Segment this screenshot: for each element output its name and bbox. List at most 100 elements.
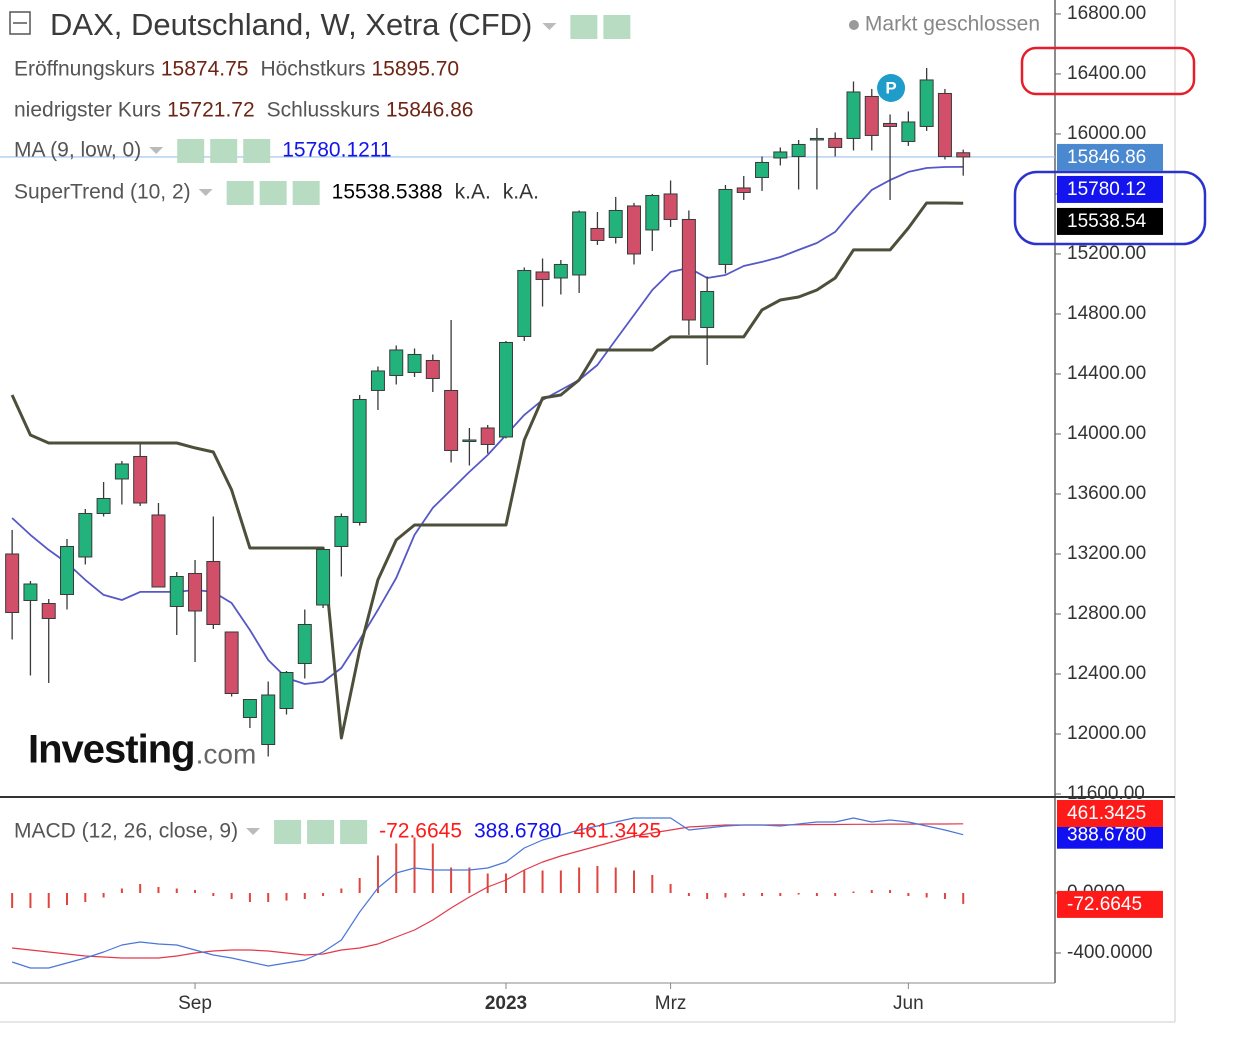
histogram-bar: [84, 893, 87, 902]
histogram-bar: [450, 867, 453, 893]
dropdown-arrow[interactable]: [542, 23, 557, 30]
candle-body: [78, 512, 93, 558]
settings-icon[interactable]: [243, 139, 271, 163]
histogram-bar: [175, 888, 178, 893]
dropdown-arrow[interactable]: [149, 147, 164, 154]
candle-body: [901, 121, 916, 142]
badge: [877, 74, 906, 102]
dropdown-arrow[interactable]: [246, 828, 261, 835]
histogram-bar: [559, 870, 562, 893]
candle-body: [755, 161, 770, 178]
candle-body: [389, 349, 404, 376]
candle-body: [736, 187, 751, 193]
legend-label: Eröffnungskurs: [14, 58, 155, 81]
settings-icon[interactable]: [274, 820, 302, 844]
chart-title: DAX, Deutschland, W, Xetra (CFD): [50, 7, 532, 42]
candle-body: [133, 455, 148, 504]
y-tick-label: 12000.00: [1067, 723, 1146, 744]
y-tick-label: 11600.00: [1067, 783, 1145, 804]
histogram-bar: [322, 893, 325, 896]
settings-icon[interactable]: [292, 181, 320, 205]
settings-icon[interactable]: [307, 820, 335, 844]
price-label-box: [1057, 175, 1163, 203]
macd-label-box: [1057, 800, 1163, 827]
histogram-bar: [633, 870, 636, 893]
settings-icon[interactable]: [226, 181, 254, 205]
dropdown-arrow[interactable]: [198, 189, 213, 196]
macd-label: 461.3425: [1067, 803, 1146, 824]
legend-value: 15721.72: [167, 99, 255, 122]
x-tick-label: Mrz: [655, 993, 687, 1014]
candle-body: [23, 583, 38, 601]
price-label-box: [1057, 207, 1163, 235]
legend-value: 15780.1211: [282, 139, 391, 162]
candle-body: [937, 92, 952, 157]
candle-body: [41, 602, 56, 619]
legend-value: k.A.: [455, 181, 491, 204]
collapse-icon[interactable]: [9, 11, 31, 35]
legend-entry: MA (9, low, 0): [14, 139, 141, 162]
price-label: 15780.12: [1067, 179, 1146, 200]
candle-body: [663, 193, 678, 220]
histogram-bar: [943, 893, 946, 899]
y-tick-label: 14800.00: [1067, 303, 1146, 324]
candle-body: [645, 194, 660, 231]
candle-body: [279, 671, 294, 709]
histogram-bar: [541, 870, 544, 893]
candle-body: [114, 463, 129, 480]
candle-body: [956, 152, 971, 158]
watermark-suffix: .com: [196, 738, 257, 769]
settings-icon[interactable]: [210, 139, 238, 163]
histogram-bar: [486, 873, 489, 893]
legend-value: 461.3425: [574, 820, 662, 843]
price-label-box: [1057, 143, 1163, 171]
candle-body: [242, 698, 257, 718]
histogram-bar: [669, 884, 672, 893]
candle-body: [498, 341, 513, 438]
histogram-bar: [303, 893, 306, 899]
histogram-bar: [724, 893, 727, 898]
highlight-blue: [1013, 170, 1207, 246]
histogram-bar: [248, 893, 251, 902]
histogram-bar: [139, 884, 142, 893]
candle-body: [370, 370, 385, 391]
histogram-bar: [614, 867, 617, 893]
histogram-bar: [358, 878, 361, 893]
macd-label: -72.6645: [1067, 894, 1142, 915]
histogram-bar: [66, 893, 69, 905]
settings-icon[interactable]: [570, 15, 598, 39]
histogram-bar: [212, 893, 215, 896]
histogram-bar: [651, 875, 654, 893]
histogram-bar: [925, 893, 928, 898]
y-tick-label: 15200.00: [1067, 243, 1146, 264]
legend-value: k.A.: [503, 181, 539, 204]
y-tick-label: 16800.00: [1067, 3, 1146, 24]
settings-icon[interactable]: [340, 820, 368, 844]
histogram-bar: [852, 891, 855, 893]
candle-body: [169, 575, 184, 607]
candle-body: [96, 497, 111, 514]
settings-icon[interactable]: [177, 139, 205, 163]
price-label: 15538.54: [1067, 211, 1147, 232]
candle-body: [60, 545, 75, 595]
candle-body: [627, 205, 642, 255]
settings-icon[interactable]: [259, 181, 287, 205]
histogram-bar: [157, 887, 160, 893]
histogram-bar: [596, 866, 599, 893]
x-tick-label: Jun: [893, 993, 924, 1014]
y-tick-label: 14400.00: [1067, 363, 1146, 384]
y-tick-label: 16400.00: [1067, 63, 1146, 84]
y-tick-label: 12800.00: [1067, 603, 1146, 624]
y-tick-label: 13200.00: [1067, 543, 1146, 564]
histogram-bar: [230, 893, 233, 899]
macd-line: [11, 817, 964, 969]
candle-body: [846, 91, 861, 139]
candle-body: [700, 290, 715, 328]
candle-body: [590, 227, 605, 241]
histogram-bar: [395, 843, 398, 893]
settings-icon[interactable]: [603, 15, 631, 39]
candle-body: [791, 143, 806, 157]
